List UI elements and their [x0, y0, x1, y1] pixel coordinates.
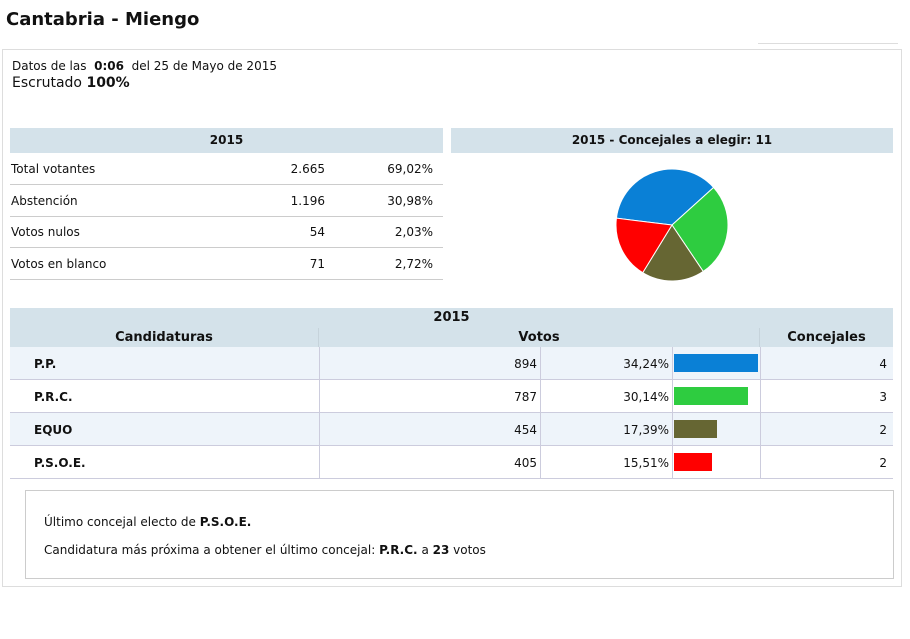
cell-divider — [760, 347, 761, 379]
pie-slice — [671, 186, 729, 273]
result-row: EQUO 454 17,39% 2 — [10, 413, 893, 446]
summary-label: Votos nulos — [11, 225, 80, 239]
summary-row: Abstención 1.196 30,98% — [10, 185, 443, 217]
result-row: P.P. 894 34,24% 4 — [10, 347, 893, 380]
seats: 4 — [879, 357, 887, 371]
cell-divider — [319, 413, 320, 445]
content-box — [2, 49, 902, 587]
percent: 30,14% — [623, 390, 669, 404]
pie-chart — [615, 168, 729, 282]
percent: 17,39% — [623, 423, 669, 437]
percent-bar — [674, 420, 717, 438]
summary-percent: 2,72% — [394, 256, 433, 271]
summary-count: 1.196 — [290, 193, 325, 208]
summary-percent: 30,98% — [387, 193, 433, 208]
note-text: a — [421, 543, 429, 557]
cell-divider — [319, 347, 320, 379]
cell-divider — [760, 446, 761, 478]
percent-bar — [674, 387, 748, 405]
note-party: P.R.C. — [379, 543, 418, 557]
summary-count: 71 — [309, 256, 325, 271]
scrutiny-label: Escrutado — [12, 75, 82, 91]
cell-divider — [672, 347, 673, 379]
result-row: P.R.C. 787 30,14% 3 — [10, 380, 893, 413]
cell-divider — [760, 380, 761, 412]
summary-row: Votos nulos 54 2,03% — [10, 216, 443, 248]
decor-line — [758, 43, 898, 44]
votes: 894 — [514, 357, 537, 371]
note-text: Último concejal electo de — [44, 515, 196, 529]
column-header: Candidaturas — [10, 328, 319, 347]
note-party: P.S.O.E. — [199, 515, 252, 529]
cell-divider — [319, 446, 320, 478]
seats: 2 — [879, 456, 887, 470]
column-header: Votos — [319, 328, 760, 347]
party-name: EQUO — [34, 423, 73, 437]
cell-divider — [672, 413, 673, 445]
note-line: Candidatura más próxima a obtener el últ… — [44, 543, 486, 557]
results-table: P.P. 894 34,24% 4 P.R.C. 787 30,14% 3 EQUO 454 17,… — [10, 347, 893, 480]
result-row: P.S.O.E. 405 15,51% 2 — [10, 446, 893, 479]
party-name: P.R.C. — [34, 390, 73, 404]
percent: 15,51% — [623, 456, 669, 470]
info-line: Datos de las 0:06 del 25 de Mayo de 2015 — [12, 59, 277, 73]
votes: 454 — [514, 423, 537, 437]
percent: 34,24% — [623, 357, 669, 371]
cell-divider — [672, 446, 673, 478]
percent-bar — [674, 453, 712, 471]
summary-count: 2.665 — [290, 162, 325, 176]
summary-label: Total votantes — [11, 162, 96, 176]
seats: 3 — [879, 390, 887, 404]
note-text: votos — [453, 543, 486, 557]
scrutiny-line: Escrutado 100% — [12, 75, 130, 91]
votes: 787 — [514, 390, 537, 404]
cell-divider — [540, 347, 541, 379]
note-votes: 23 — [432, 543, 450, 557]
summary-header: 2015 — [10, 128, 443, 153]
seats: 2 — [879, 423, 887, 437]
note-box: Último concejal electo de P.S.O.E. Candi… — [25, 490, 894, 579]
votes: 405 — [514, 456, 537, 470]
summary-label: Abstención — [11, 193, 78, 208]
note-text: Candidatura más próxima a obtener el últ… — [44, 543, 376, 557]
scrutiny-value: 100% — [86, 75, 130, 91]
summary-label: Votos en blanco — [11, 256, 107, 271]
summary-row: Total votantes 2.665 69,02% — [10, 153, 443, 185]
summary-row: Votos en blanco 71 2,72% — [10, 248, 443, 280]
pie-slice — [615, 168, 715, 226]
results-header: 2015 — [10, 308, 893, 328]
note-line: Último concejal electo de P.S.O.E. — [44, 515, 251, 529]
summary-percent: 2,03% — [394, 225, 433, 239]
cell-divider — [540, 413, 541, 445]
pie-slice — [615, 217, 673, 274]
cell-divider — [760, 413, 761, 445]
info-date: del 25 de Mayo de 2015 — [131, 59, 277, 73]
percent-bar — [674, 354, 758, 372]
cell-divider — [540, 380, 541, 412]
cell-divider — [540, 446, 541, 478]
summary-count: 54 — [309, 225, 325, 239]
info-prefix: Datos de las — [12, 59, 87, 73]
column-header: Concejales — [760, 328, 893, 347]
cell-divider — [319, 380, 320, 412]
summary-percent: 69,02% — [387, 162, 433, 176]
info-time: 0:06 — [94, 59, 124, 73]
summary-table: Total votantes 2.665 69,02% Abstención 1.196… — [10, 153, 443, 281]
pie-header: 2015 - Concejales a elegir: 11 — [451, 128, 893, 153]
party-name: P.P. — [34, 357, 57, 371]
page-title: Cantabria - Miengo — [6, 9, 200, 30]
party-name: P.S.O.E. — [34, 456, 86, 470]
pie-slice — [642, 224, 704, 282]
cell-divider — [672, 380, 673, 412]
